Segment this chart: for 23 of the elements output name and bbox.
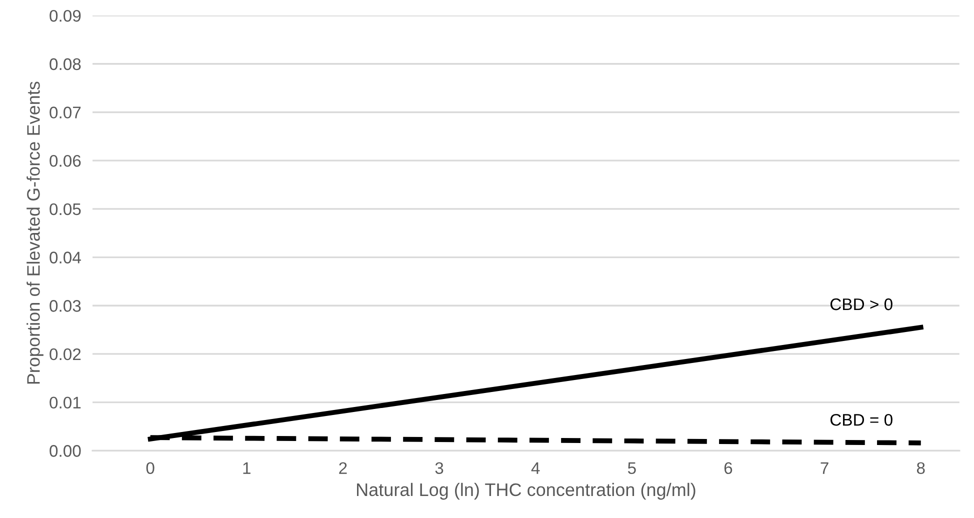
x-tick-label: 8 [916, 462, 925, 474]
x-tick-label: 2 [339, 462, 347, 474]
x-axis-title: Natural Log (ln) THC concentration (ng/ml) [357, 482, 696, 500]
y-tick-label: 0.02 [50, 348, 81, 360]
y-tick-label: 0.01 [50, 396, 81, 409]
x-tick-label: 1 [243, 462, 250, 474]
y-tick-label: 0.06 [50, 154, 81, 167]
y-tick-label: 0.05 [50, 203, 81, 216]
y-tick-label: 0.03 [50, 300, 81, 312]
y-tick-label: 0.04 [50, 252, 81, 264]
series-label: CBD > 0 [830, 298, 892, 310]
x-tick-label: 0 [146, 462, 154, 474]
y-tick-label: 0.08 [50, 58, 81, 70]
series-label: CBD = 0 [830, 414, 892, 426]
x-tick-label: 7 [820, 462, 828, 474]
y-tick-label: 0.09 [50, 10, 81, 22]
y-tick-label: 0.07 [50, 106, 81, 118]
x-tick-label: 4 [531, 462, 540, 474]
y-axis-title: Proportion of Elevated G-force Events [26, 82, 44, 384]
x-tick-label: 6 [724, 462, 732, 474]
y-tick-label: 0.00 [50, 445, 81, 457]
x-tick-label: 5 [628, 462, 636, 474]
x-tick-label: 3 [435, 462, 444, 474]
